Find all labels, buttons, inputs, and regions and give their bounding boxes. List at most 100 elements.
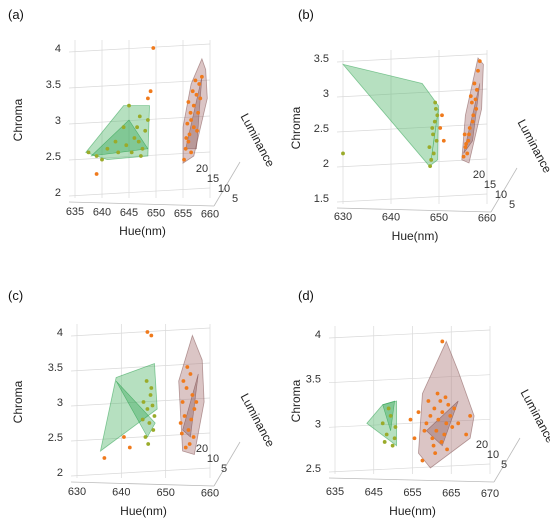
grid-line-horizontal [70,432,211,442]
z-tick-label: 15 [207,173,219,185]
grid-line-horizontal [68,115,211,125]
x-tick-label: 640 [93,207,111,219]
points-green [380,406,398,448]
data-point [102,456,107,460]
data-point [121,125,126,130]
data-point [143,128,148,133]
z-axis-line [493,437,521,483]
data-point [144,379,149,383]
grid-line-horizontal [328,418,491,428]
data-point [434,428,439,433]
data-point [150,403,155,408]
grid [68,40,241,207]
data-point [444,421,449,426]
panel-label: (c) [8,288,23,303]
x-axis-line [68,201,215,207]
panel-label: (d) [298,288,314,303]
grid-line-horizontal [70,467,211,477]
data-point [416,410,421,415]
data-point [147,421,152,425]
z-axis-title: Luminance [515,117,550,176]
x-axis-line [336,207,492,213]
x-tick-label: 660 [478,213,496,225]
x-tick-label: 650 [430,212,448,224]
x-tick-label: 640 [382,212,400,224]
data-point [113,139,118,144]
x-tick-label: 660 [201,209,219,221]
data-point [390,443,395,448]
data-point [184,386,189,390]
data-point [412,436,417,441]
x-axis-line [328,477,495,483]
data-point [422,428,427,433]
data-point [188,110,193,115]
x-tick-label: 650 [147,208,165,220]
y-tick-label: 3 [323,88,329,100]
panel-d: (d) 2.5 3 3.5 4 Chroma 635 645 655 665 670 Hue(nm) 2… [289,288,550,518]
y-tick-label: 4 [315,329,321,341]
data-point [446,402,451,407]
y-tick-label: 4 [57,327,63,339]
data-point [122,435,126,439]
data-point [464,432,469,437]
z-axis-title: Luminance [518,387,550,446]
data-point [427,145,432,149]
x-tick-label: 670 [481,488,499,500]
data-point [143,435,148,439]
x-tick-label: 635 [66,206,84,218]
data-point [135,125,140,130]
data-point [194,400,199,404]
hull-inner-polygon [115,380,156,438]
data-point [190,393,195,397]
data-point [193,78,198,83]
data-point [428,164,433,169]
y-axis-title: Chroma [289,379,303,422]
data-point [86,150,91,155]
data-point [187,132,192,137]
data-point [341,151,345,156]
data-point [448,413,453,418]
data-point [468,94,473,99]
data-point [433,100,438,105]
data-point [473,97,478,102]
data-point [146,118,150,122]
data-point [182,414,187,418]
z-tick-label: 5 [501,459,507,471]
data-point [426,399,431,403]
data-point [105,146,110,151]
grid-line-horizontal [70,397,211,407]
data-point [433,107,438,111]
data-point [124,143,129,148]
y-tick-label: 3 [55,115,61,127]
y-tick-label: 3.5 [48,362,63,374]
x-tick-label: 630 [334,211,352,223]
x-axis-title: Hue(nm) [120,504,167,518]
data-point [182,157,186,162]
y-axis-title: Chroma [11,98,25,141]
data-point [424,421,429,426]
data-point [462,132,467,137]
y-tick-label: 2 [323,158,329,170]
data-point [440,410,445,415]
data-point [181,379,186,383]
x-tick-label: 650 [156,487,174,499]
panel-a: (a) 2 2.5 3 3.5 4 Chroma 635 640 645 650 655 660 Hue(… [8,7,278,238]
points-brown [408,339,473,463]
y-tick-label: 1.5 [314,193,329,205]
data-point [434,138,439,143]
points-brown [94,46,204,176]
x-axis-title: Hue(nm) [119,224,166,238]
data-point [450,425,455,429]
data-point [152,414,157,418]
data-point [138,154,143,158]
points-green [341,100,440,169]
grid-line-horizontal [68,79,211,89]
hull-polygon [99,362,158,452]
data-point [186,428,191,432]
data-point [465,151,470,156]
data-point [186,100,191,104]
data-point [438,399,443,403]
data-point [431,132,435,137]
data-point [392,436,397,441]
data-point [148,89,153,94]
